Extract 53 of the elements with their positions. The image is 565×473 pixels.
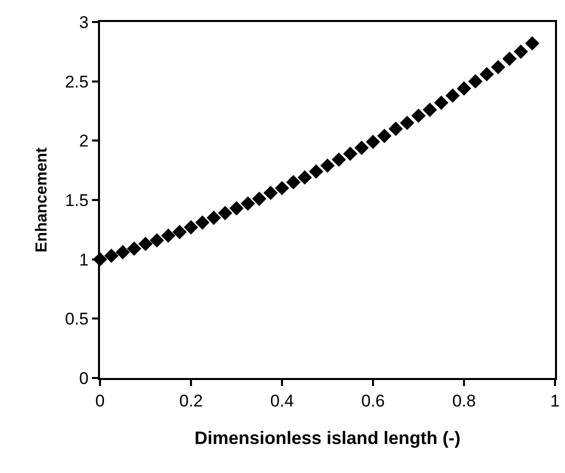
point [480, 67, 494, 82]
point [138, 236, 153, 252]
point [126, 242, 142, 256]
point [400, 116, 414, 130]
y-tick-label: 1.5 [64, 190, 89, 210]
point [525, 36, 540, 51]
y-tick-label: 3 [79, 12, 89, 32]
point [445, 88, 460, 103]
point [456, 81, 472, 96]
point [502, 52, 517, 66]
x-axis-title: Dimensionless island length (-) [194, 428, 461, 448]
point [514, 44, 528, 59]
point [366, 134, 380, 149]
point [229, 201, 244, 216]
point [468, 74, 483, 88]
point [422, 102, 438, 117]
x-tick-label: 0.4 [270, 391, 294, 410]
x-tick-label: 0.2 [179, 391, 203, 410]
x-tick-label: 0.6 [361, 391, 385, 410]
point [206, 210, 221, 225]
point [161, 228, 176, 243]
point [434, 96, 448, 110]
x-tick-label: 0.8 [452, 391, 476, 410]
point [388, 122, 403, 136]
point [343, 146, 358, 161]
point [286, 175, 301, 190]
y-tick-label: 0.5 [64, 310, 89, 329]
point [184, 220, 198, 234]
point [252, 192, 266, 206]
point [354, 140, 369, 155]
point [172, 224, 187, 240]
y-tick-label: 1 [79, 250, 89, 270]
point [377, 128, 392, 144]
point [332, 152, 346, 167]
point [195, 215, 210, 230]
point [298, 170, 312, 185]
x-tick-label: 0 [95, 391, 105, 410]
point [116, 245, 130, 260]
point [274, 180, 290, 196]
point [490, 60, 506, 74]
point [411, 108, 426, 123]
point [263, 186, 278, 200]
x-tick-label: 1 [550, 391, 560, 410]
point [320, 158, 335, 173]
y-tick-label: 0 [79, 368, 89, 388]
point [240, 196, 256, 211]
point [218, 206, 232, 220]
y-tick-label: 2.5 [64, 72, 89, 92]
point [104, 248, 119, 263]
y-axis-title: Enhancement [33, 146, 50, 252]
point [150, 233, 164, 248]
y-tick-label: 2 [79, 132, 89, 151]
point [308, 164, 324, 179]
